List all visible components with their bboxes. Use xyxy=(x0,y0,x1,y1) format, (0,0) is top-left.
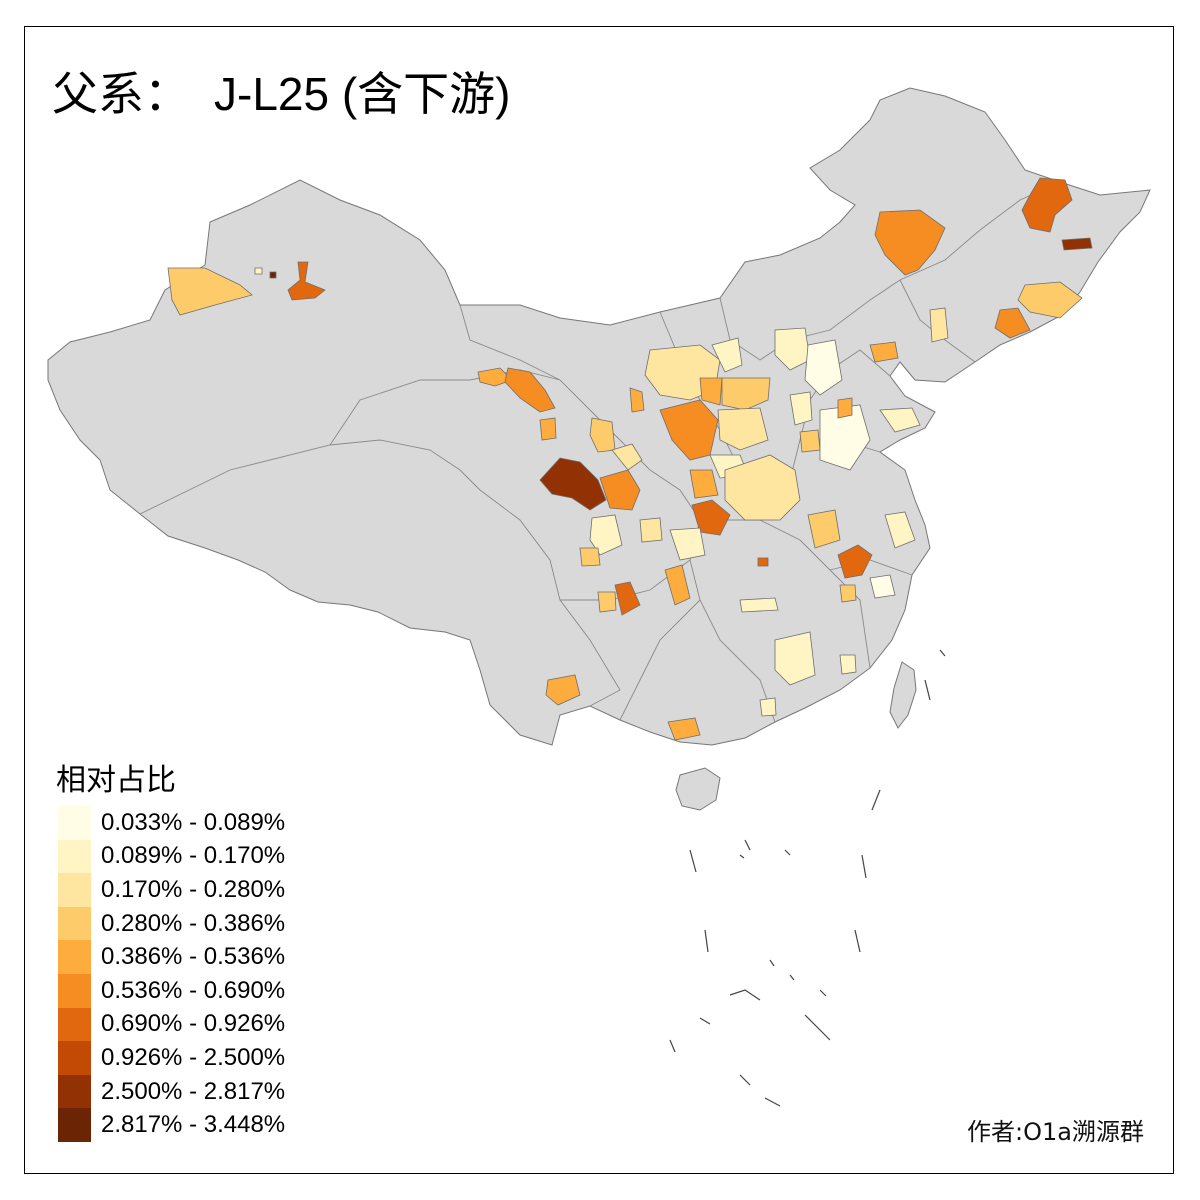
author-credit: 作者:O1a溯源群 xyxy=(967,1118,1144,1146)
region-anhui-dark xyxy=(837,544,873,579)
map-title: 父系： J-L25 (含下游) xyxy=(52,58,510,124)
region-hubei-2 xyxy=(757,557,769,567)
region-sichuan-2 xyxy=(579,547,601,567)
legend-label: 0.089% - 0.170% xyxy=(101,842,286,870)
region-jilin-1 xyxy=(1017,281,1083,319)
legend-swatch xyxy=(58,1007,91,1042)
region-ningxia-1 xyxy=(611,443,643,471)
legend-swatch xyxy=(58,806,91,840)
region-sichuan-dark xyxy=(614,581,641,616)
legend-item: 0.690% - 0.926% xyxy=(58,1007,286,1042)
legend: 0.033% - 0.089% 0.089% - 0.170% 0.170% - 0… xyxy=(58,806,285,1142)
region-shaanxi-dark xyxy=(691,499,731,536)
region-liaoning-1 xyxy=(929,307,949,343)
region-qinghai-1 xyxy=(539,417,557,441)
region-anhui-1 xyxy=(807,509,841,549)
region-jiangxi-1 xyxy=(774,631,816,686)
region-gansu-5 xyxy=(599,469,641,511)
region-hebei-2 xyxy=(804,339,843,396)
region-shaanxi-4 xyxy=(689,469,719,499)
legend-label: 0.280% - 0.386% xyxy=(101,909,286,937)
legend-swatch xyxy=(58,1041,91,1075)
title-haplogroup: J-L25 (含下游) xyxy=(214,68,511,120)
region-guangdong-1 xyxy=(759,697,777,717)
region-gansu-1 xyxy=(477,367,513,387)
legend-item: 0.089% - 0.170% xyxy=(58,839,286,874)
region-gansu-dark xyxy=(539,457,607,511)
legend-label: 0.690% - 0.926% xyxy=(101,1010,286,1038)
region-hebei-4 xyxy=(799,429,821,453)
region-henan-1 xyxy=(724,454,801,521)
legend-label: 0.926% - 2.500% xyxy=(101,1043,286,1071)
legend-item: 2.500% - 2.817% xyxy=(58,1074,286,1109)
legend-item: 0.386% - 0.536% xyxy=(58,940,285,974)
colored-regions xyxy=(167,177,1093,741)
legend-label: 0.033% - 0.089% xyxy=(101,808,286,836)
region-yunnan-1 xyxy=(545,674,581,706)
region-shandong-3 xyxy=(879,407,921,433)
legend-item: 0.536% - 0.690% xyxy=(58,973,286,1008)
region-shandong-1 xyxy=(819,404,871,471)
legend-label: 2.500% - 2.817% xyxy=(101,1077,286,1105)
region-xj-small-1 xyxy=(269,271,277,279)
region-hebei-3 xyxy=(789,391,813,426)
region-sichuan-1 xyxy=(589,514,623,556)
legend-item: 2.817% - 3.448% xyxy=(58,1108,285,1142)
region-chongqing-2 xyxy=(664,564,691,606)
legend-label: 0.170% - 0.280% xyxy=(101,875,286,903)
region-hubei-1 xyxy=(739,597,779,613)
region-zhejiang-1 xyxy=(869,574,896,599)
legend-swatch xyxy=(58,906,91,941)
region-gansu-4 xyxy=(629,387,645,413)
region-xj-east xyxy=(287,261,326,301)
legend-item: 0.280% - 0.386% xyxy=(58,906,286,941)
china-mainland xyxy=(47,87,1151,746)
legend-swatch xyxy=(58,940,91,974)
legend-swatch xyxy=(58,973,91,1008)
legend-title: 相对占比 xyxy=(56,763,176,798)
legend-label: 2.817% - 3.448% xyxy=(101,1111,286,1139)
region-jilin-2 xyxy=(994,307,1031,339)
region-sichuan-3 xyxy=(639,517,663,543)
legend-item: 0.033% - 0.089% xyxy=(58,806,285,840)
legend-swatch xyxy=(58,1108,91,1142)
region-guangxi-1 xyxy=(667,717,701,741)
region-gansu-2 xyxy=(504,367,556,413)
region-sichuan-4 xyxy=(597,591,617,613)
region-nm-east xyxy=(874,209,946,276)
region-fujian-1 xyxy=(839,654,857,675)
region-anhui-2 xyxy=(839,584,857,603)
legend-swatch xyxy=(58,1074,91,1109)
legend-swatch xyxy=(58,839,91,874)
south-china-sea-islands xyxy=(669,649,946,1107)
region-gansu-3 xyxy=(589,417,616,453)
hainan-island xyxy=(675,767,721,811)
legend-item: 0.170% - 0.280% xyxy=(58,873,285,907)
region-heilongjiang-1 xyxy=(1021,177,1073,233)
map-frame xyxy=(24,26,1174,1174)
region-shanxi-1 xyxy=(717,407,769,451)
region-heilongjiang-dark xyxy=(1061,237,1093,251)
region-nm-2 xyxy=(711,337,743,373)
region-hebei-1 xyxy=(774,327,811,371)
region-shaanxi-3 xyxy=(721,377,771,411)
region-jiangsu-1 xyxy=(884,511,916,549)
region-tianjin xyxy=(869,341,899,363)
region-chongqing-1 xyxy=(669,527,706,561)
taiwan-island xyxy=(889,661,917,729)
title-prefix: 父系： xyxy=(52,67,190,121)
region-shandong-2 xyxy=(837,397,853,419)
region-xj-west xyxy=(167,267,253,316)
region-xj-small-2 xyxy=(254,267,263,275)
legend-label: 0.536% - 0.690% xyxy=(101,976,286,1004)
legend-label: 0.386% - 0.536% xyxy=(101,943,286,971)
legend-swatch xyxy=(58,873,91,907)
legend-item: 0.926% - 2.500% xyxy=(58,1041,285,1075)
region-shaanxi-2 xyxy=(699,377,723,406)
